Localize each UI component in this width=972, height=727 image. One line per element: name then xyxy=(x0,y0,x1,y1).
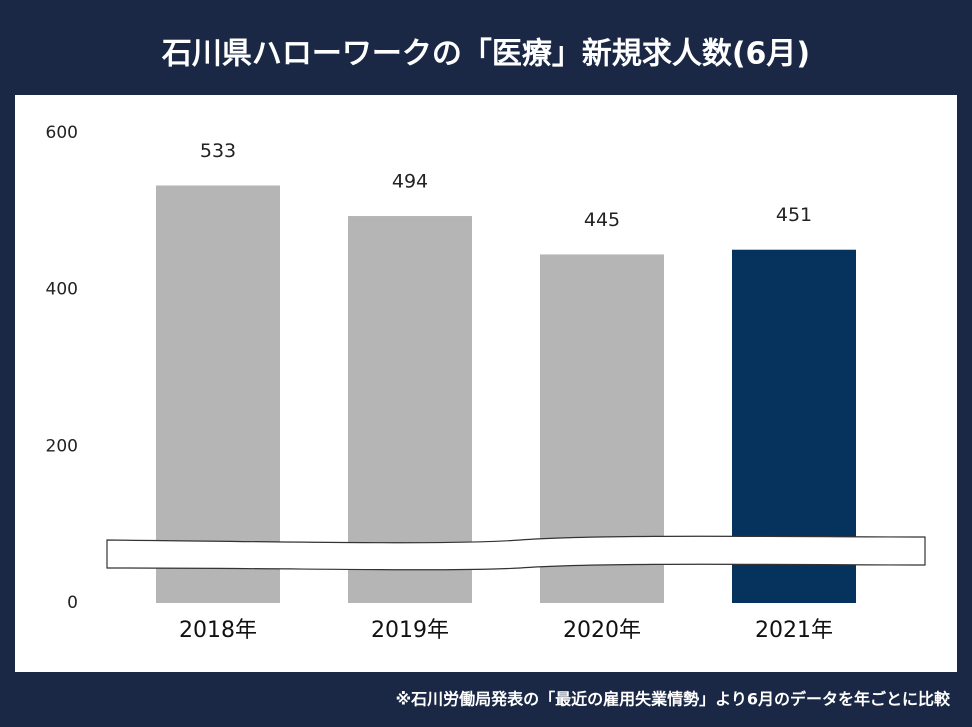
y-tick-label: 0 xyxy=(67,593,78,613)
value-label: 445 xyxy=(584,209,620,231)
x-tick-label: 2019年 xyxy=(371,618,449,643)
x-tick-label: 2021年 xyxy=(755,618,833,643)
y-tick-label: 600 xyxy=(46,123,78,143)
value-label: 451 xyxy=(776,204,812,226)
value-label: 494 xyxy=(392,171,428,193)
x-tick-label: 2018年 xyxy=(179,618,257,643)
footnote: ※石川労働局発表の「最近の雇用失業情勢」より6月のデータを年ごとに比較 xyxy=(396,690,951,709)
bar xyxy=(156,185,280,603)
chart-title: 石川県ハローワークの「医療」新規求人数(6月) xyxy=(161,37,810,72)
axis-break xyxy=(106,535,926,571)
value-label: 533 xyxy=(200,140,236,162)
bar xyxy=(348,216,472,604)
y-tick-label: 400 xyxy=(46,280,78,300)
x-tick-label: 2020年 xyxy=(563,618,641,643)
y-tick-label: 200 xyxy=(46,436,78,456)
